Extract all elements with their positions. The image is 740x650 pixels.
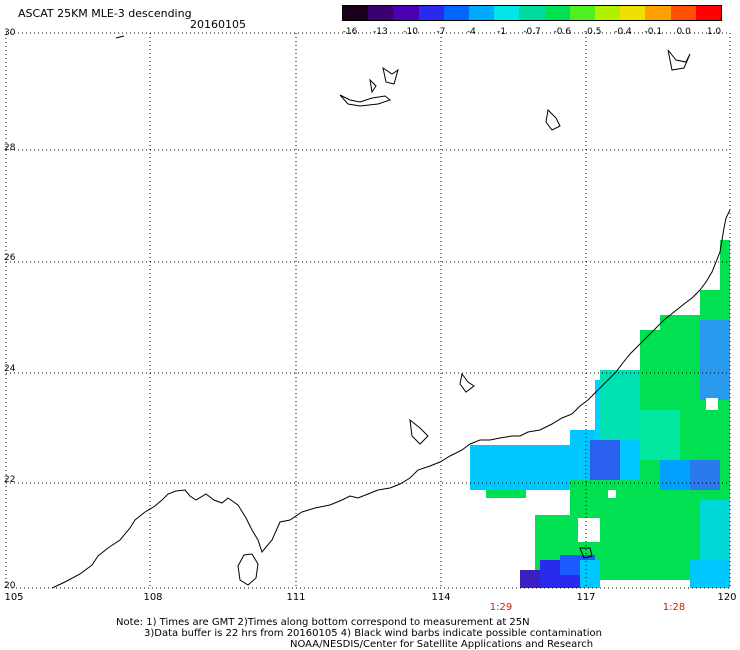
colorbar-label: 0.0 — [676, 27, 691, 37]
colorbar-label: -16 — [342, 27, 358, 37]
lat-label-30: 30 — [4, 28, 16, 38]
colorbar-swatch — [443, 6, 470, 20]
lat-label-24: 24 — [4, 364, 16, 374]
colorbar-swatch — [670, 6, 696, 20]
colorbar-swatch — [393, 6, 419, 20]
note-line-3: NOAA/NESDIS/Center for Satellite Applica… — [290, 639, 594, 650]
colorbar-labels: -16 -13 -10 -7 -4 -1 -0.7 -0.6 -0.5 -0.4 -0.1 0.0 1.… — [342, 27, 722, 39]
lon-label-111: 111 — [286, 592, 306, 603]
colorbar-swatch — [494, 6, 520, 20]
note-line-1: Note: 1) Times are GMT 2)Times along bot… — [116, 617, 530, 628]
colorbar-swatch — [418, 6, 444, 20]
colorbar-swatch — [645, 6, 671, 20]
swath-cell — [590, 440, 620, 480]
colorbar-label: -7 — [436, 27, 446, 37]
colorbar-swatch — [519, 6, 545, 20]
colorbar-swatch — [368, 6, 394, 20]
colorbar-label: -4 — [466, 27, 476, 37]
colorbar-swatch — [695, 6, 722, 20]
swath-cell — [700, 500, 730, 560]
lat-label-20: 20 — [4, 581, 16, 591]
lat-label-22: 22 — [4, 475, 16, 485]
lon-label-117: 117 — [576, 592, 596, 603]
colorbar-swatch — [544, 6, 570, 20]
lat-lon-grid — [6, 33, 730, 588]
swath-cell — [690, 460, 720, 490]
lon-label-120: 120 — [717, 592, 737, 603]
colorbar-label: -0.4 — [614, 27, 632, 37]
colorbar-label: -0.7 — [523, 27, 541, 37]
colorbar-swatch — [469, 6, 495, 20]
swath-cell — [486, 490, 526, 498]
plot-frame — [5, 32, 731, 589]
note-line-2: 3)Data buffer is 22 hrs from 20160105 4)… — [144, 628, 602, 639]
data-swath — [470, 240, 730, 588]
colorbar-label: -1 — [497, 27, 507, 37]
colorbar-label: -0.1 — [644, 27, 663, 37]
colorbar-label: -0.6 — [553, 27, 572, 37]
lon-label-108: 108 — [143, 592, 163, 603]
lat-label-26: 26 — [4, 253, 16, 263]
colorbar-label: -10 — [403, 27, 419, 37]
lon-label-114: 114 — [431, 592, 451, 603]
swath-cell — [700, 320, 730, 400]
time-label-right: 1:28 — [662, 602, 686, 613]
lat-label-28: 28 — [4, 143, 16, 153]
colorbar-label: -0.5 — [583, 27, 602, 37]
colorbar-swatch — [569, 6, 596, 20]
swath-gap — [706, 398, 718, 410]
product-date: 20160105 — [190, 18, 246, 31]
swath-cell — [720, 240, 730, 300]
colorbar-swatch — [620, 6, 646, 20]
swath-cell — [520, 570, 540, 588]
colorbar-swatch — [595, 6, 621, 20]
colorbar — [342, 5, 722, 21]
swath-cell — [620, 440, 640, 480]
time-label-left: 1:29 — [489, 602, 513, 613]
swath-cell — [690, 560, 730, 588]
swath-gap — [578, 518, 600, 542]
swath-gap — [608, 490, 616, 498]
colorbar-label: -13 — [372, 27, 388, 37]
product-title: ASCAT 25KM MLE-3 descending — [18, 7, 192, 20]
swath-cell — [640, 410, 680, 460]
lon-label-105: 105 — [4, 592, 24, 603]
colorbar-label: 1.0 — [706, 27, 722, 37]
swath-cell — [580, 560, 600, 588]
coastline — [51, 35, 731, 589]
colorbar-swatch — [343, 6, 369, 20]
